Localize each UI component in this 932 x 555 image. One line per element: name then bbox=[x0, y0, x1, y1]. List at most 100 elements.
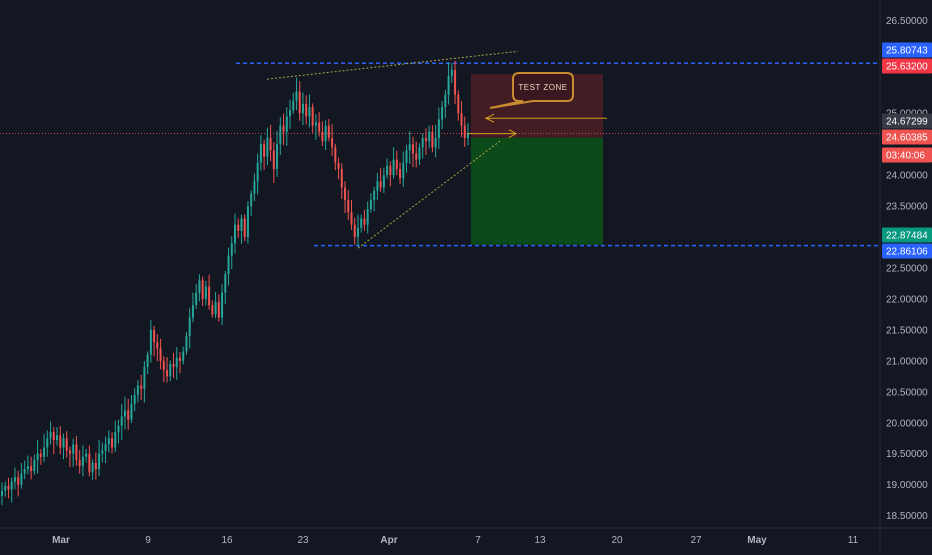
price-axis-tag bbox=[882, 42, 932, 58]
price-axis-tag-text: 22.86106 bbox=[886, 247, 928, 258]
candle-body bbox=[159, 348, 162, 361]
candle-body bbox=[146, 354, 149, 368]
candle-body bbox=[266, 138, 269, 157]
candle-body bbox=[447, 76, 450, 95]
x-tick-label: 7 bbox=[475, 535, 481, 546]
candle-body bbox=[49, 432, 52, 439]
x-tick-label: 13 bbox=[534, 535, 546, 546]
candle-body bbox=[101, 450, 104, 454]
x-tick-label: May bbox=[747, 535, 767, 546]
candle-body bbox=[305, 103, 308, 117]
candle-body bbox=[250, 193, 253, 207]
candle-body bbox=[123, 410, 126, 417]
candle-body bbox=[30, 466, 33, 472]
y-tick-label: 22.00000 bbox=[886, 294, 928, 305]
candle-body bbox=[311, 107, 314, 126]
candle-body bbox=[246, 206, 249, 238]
price-axis-tag-text: 22.87484 bbox=[886, 231, 928, 242]
candle-body bbox=[85, 453, 88, 457]
candle-body bbox=[243, 218, 246, 238]
candle-body bbox=[327, 125, 330, 138]
candle-body bbox=[117, 425, 120, 433]
candle-body bbox=[466, 133, 470, 138]
price-axis-tag-text: 24.67299 bbox=[886, 117, 928, 128]
candle-body bbox=[91, 463, 94, 473]
candle-body bbox=[191, 305, 194, 318]
candle-body bbox=[4, 485, 7, 491]
take-profit-zone[interactable] bbox=[471, 137, 603, 245]
candle-body bbox=[382, 175, 385, 188]
candle-body bbox=[386, 165, 389, 176]
price-axis-tag-text: 24.60385 bbox=[886, 133, 928, 144]
candle-body bbox=[289, 110, 292, 117]
candle-body bbox=[94, 463, 97, 470]
candle-body bbox=[111, 438, 114, 448]
candle-body bbox=[17, 477, 20, 485]
price-axis-tag bbox=[882, 227, 932, 243]
candle-body bbox=[308, 107, 311, 117]
candle-body bbox=[81, 456, 84, 467]
candle-body bbox=[263, 144, 266, 157]
candle-body bbox=[221, 292, 224, 318]
candle-body bbox=[88, 453, 91, 473]
candle-body bbox=[224, 274, 227, 293]
lower-trendline[interactable] bbox=[357, 140, 501, 249]
candle-body bbox=[418, 147, 421, 160]
candle-body bbox=[344, 187, 347, 200]
candle-body bbox=[366, 209, 369, 225]
entry-arrow-head bbox=[508, 129, 518, 139]
price-axis-tag bbox=[882, 147, 932, 163]
candle-body bbox=[272, 150, 275, 169]
candle-body bbox=[240, 218, 243, 231]
x-tick-label: 16 bbox=[221, 535, 233, 546]
candle-body bbox=[133, 394, 136, 405]
price-axis-tag-text: 25.63200 bbox=[886, 62, 928, 73]
candle-body bbox=[253, 181, 256, 194]
candle-body bbox=[65, 438, 68, 451]
candle-body bbox=[172, 363, 175, 368]
candle-body bbox=[59, 435, 62, 448]
candle-body bbox=[298, 91, 301, 114]
candle-body bbox=[431, 131, 434, 148]
y-tick-label: 26.50000 bbox=[886, 16, 928, 27]
candle-body bbox=[285, 116, 288, 132]
candle-body bbox=[279, 125, 282, 145]
y-tick-label: 19.00000 bbox=[886, 480, 928, 491]
candle-body bbox=[20, 473, 23, 485]
candle-body bbox=[130, 404, 133, 420]
candle-body bbox=[162, 360, 165, 371]
candle-body bbox=[204, 286, 207, 299]
candle-body bbox=[444, 94, 447, 108]
price-axis-tag bbox=[882, 129, 932, 145]
candle-body bbox=[188, 317, 191, 337]
candle-body bbox=[373, 190, 376, 200]
candle-body bbox=[195, 292, 198, 306]
candle-body bbox=[395, 159, 398, 169]
candle-body bbox=[457, 94, 460, 114]
candle-body bbox=[421, 138, 424, 148]
candle-body bbox=[68, 450, 71, 454]
candle-body bbox=[454, 69, 457, 95]
candle-body bbox=[389, 165, 392, 176]
candle-body bbox=[33, 459, 36, 472]
candle-body bbox=[399, 168, 402, 179]
y-tick-label: 21.00000 bbox=[886, 356, 928, 367]
candle-body bbox=[324, 125, 327, 142]
candle-body bbox=[214, 302, 217, 315]
candle-body bbox=[301, 103, 304, 114]
candle-body bbox=[227, 255, 230, 275]
x-tick-label: Apr bbox=[380, 535, 397, 546]
candle-body bbox=[52, 432, 55, 441]
x-tick-label: 20 bbox=[611, 535, 623, 546]
x-tick-label: 23 bbox=[297, 535, 309, 546]
candle-body bbox=[43, 447, 46, 457]
candle-body bbox=[337, 162, 340, 169]
candle-body bbox=[185, 336, 188, 352]
candle-body bbox=[415, 153, 418, 160]
candle-body bbox=[463, 125, 466, 138]
test-zone-callout[interactable] bbox=[489, 72, 574, 109]
candle-body bbox=[237, 224, 240, 231]
